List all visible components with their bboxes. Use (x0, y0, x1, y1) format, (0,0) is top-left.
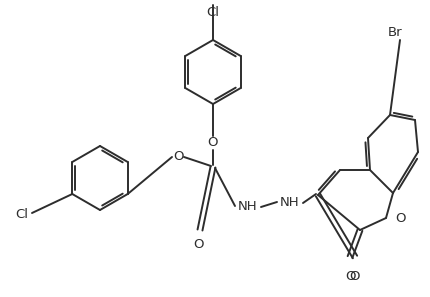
Text: NH: NH (280, 197, 300, 209)
Text: Cl: Cl (15, 208, 28, 222)
Text: O: O (350, 270, 360, 283)
Text: NH: NH (238, 200, 258, 214)
Text: O: O (173, 151, 183, 164)
Text: Cl: Cl (206, 6, 219, 18)
Text: Br: Br (388, 26, 402, 39)
Text: O: O (345, 270, 355, 283)
Text: O: O (208, 137, 218, 149)
Text: O: O (395, 211, 405, 225)
Text: O: O (194, 238, 204, 251)
